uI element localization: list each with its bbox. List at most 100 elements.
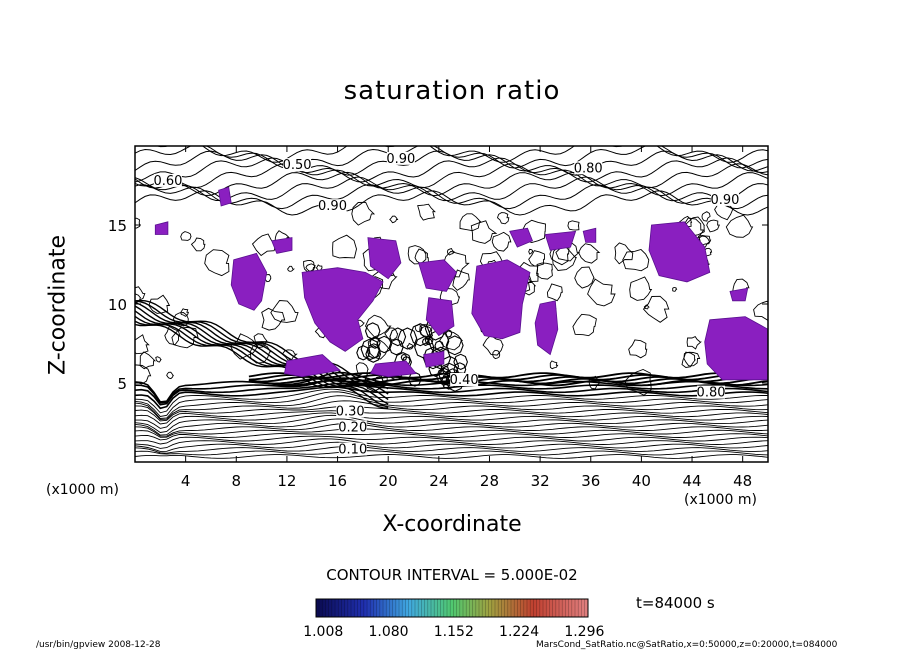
contour-line: [248, 374, 768, 381]
contour-line: [683, 351, 701, 367]
supersaturated-region: [283, 354, 341, 378]
supersaturated-region: [423, 350, 445, 368]
contour-line: [171, 326, 199, 349]
contour-line: [496, 212, 510, 225]
contour-line: [135, 163, 768, 189]
contour-label-bg: [710, 192, 739, 206]
contour-labels: 0.10 0.200.30 0.40 0.50 0.60 0.80 0.90 0.90 0.90…: [153, 151, 739, 458]
supersaturated-region: [648, 221, 711, 283]
contour-line: [578, 243, 601, 264]
supersaturated-region: [704, 316, 768, 381]
contour-line: [251, 233, 277, 257]
chart-title: saturation ratio: [343, 76, 561, 106]
contour-line: [622, 248, 650, 272]
contour-line: [135, 454, 768, 459]
contour-label-bg: [338, 420, 367, 434]
contour-line: [444, 329, 453, 338]
contour-line: [173, 312, 189, 327]
supersaturated-region: [544, 230, 577, 251]
contour-line: [446, 247, 456, 256]
y-axis-ticks: 5 10 15: [108, 217, 768, 393]
colorbar-tick-label: 1.224: [499, 624, 539, 640]
contour-line: [587, 278, 616, 307]
contour-line: [614, 242, 634, 265]
contour-line: [407, 245, 427, 265]
contour-line: [135, 423, 768, 437]
contour-line: [643, 304, 650, 310]
contour-label-bg: [153, 173, 182, 187]
contour-label-bg: [386, 151, 415, 165]
x-unit-left: (x1000 m): [46, 482, 119, 498]
contour-line: [135, 450, 768, 456]
contour-line: [574, 266, 595, 289]
y-axis-label: Z-coordinate: [45, 235, 71, 375]
contour-line: [491, 231, 512, 252]
x-axis-label: X-coordinate: [382, 512, 522, 537]
supersaturated-region: [534, 300, 559, 356]
contour-line: [706, 219, 720, 233]
contour-line: [135, 433, 768, 441]
contour-line: [135, 293, 142, 303]
contour-label-bg: [318, 199, 347, 213]
contour-line: [135, 176, 768, 202]
contour-line: [356, 345, 371, 361]
footer-left: /usr/bin/gpview 2008-12-28: [36, 640, 161, 650]
contour-line: [459, 213, 482, 232]
contour-label-bg: [283, 158, 312, 172]
contour-line: [536, 262, 553, 280]
contour-line: [351, 201, 376, 226]
x-tick-label: 36: [581, 472, 600, 490]
supersaturated-region: [218, 186, 232, 207]
contour-label: 0.90: [386, 152, 415, 167]
contour-label: 0.90: [318, 199, 347, 214]
contour-line: [155, 146, 768, 163]
contour-line: [135, 400, 768, 420]
contour-line: [166, 371, 175, 380]
contour-line: [204, 249, 230, 277]
contour-line: [567, 220, 580, 231]
contour-line: [135, 364, 152, 385]
supersaturated-region: [509, 227, 534, 248]
contour-line: [135, 418, 768, 436]
contour-line: [135, 391, 768, 417]
contour-line: [155, 356, 162, 363]
contour-line: [453, 353, 468, 371]
contour-line: [180, 308, 190, 317]
contour-line: [528, 248, 534, 255]
contour-label-bg: [697, 385, 726, 399]
contour-line: [388, 338, 404, 356]
contour-line: [135, 184, 768, 210]
contour-line: [421, 337, 430, 347]
contour-line: [482, 334, 504, 356]
y-tick-label: 10: [108, 296, 127, 314]
contour-line: [406, 342, 414, 350]
contour-line: [445, 335, 464, 356]
supersaturated-region: [729, 287, 749, 302]
colorbar-tick-label: 1.080: [368, 624, 408, 640]
contour-line: [442, 365, 449, 373]
colorbar-tick-label: 1.008: [303, 624, 343, 640]
y-tick-label: 15: [108, 217, 127, 235]
contour-line: [270, 300, 299, 323]
contour-line: [135, 171, 768, 197]
x-tick-label: 8: [232, 472, 242, 490]
contour-line: [452, 269, 470, 291]
contour-line: [384, 327, 399, 341]
supersaturated-region: [367, 237, 402, 280]
contour-line: [135, 441, 768, 452]
x-tick-label: 44: [682, 472, 701, 490]
x-tick-label: 12: [277, 472, 296, 490]
supersaturated-region: [418, 259, 458, 292]
contour-line: [389, 215, 399, 224]
contour-line: [190, 237, 206, 252]
contour-line: [135, 438, 768, 449]
contour-line: [642, 295, 670, 323]
supersaturated-region: [582, 227, 597, 243]
contour-line: [701, 211, 711, 222]
contour-line: [135, 334, 150, 355]
contour-line: [249, 342, 272, 364]
colorbar: 1.008 1.080 1.152 1.224 1.296: [303, 598, 604, 640]
contour-line: [135, 428, 768, 438]
contour-line: [135, 377, 768, 404]
